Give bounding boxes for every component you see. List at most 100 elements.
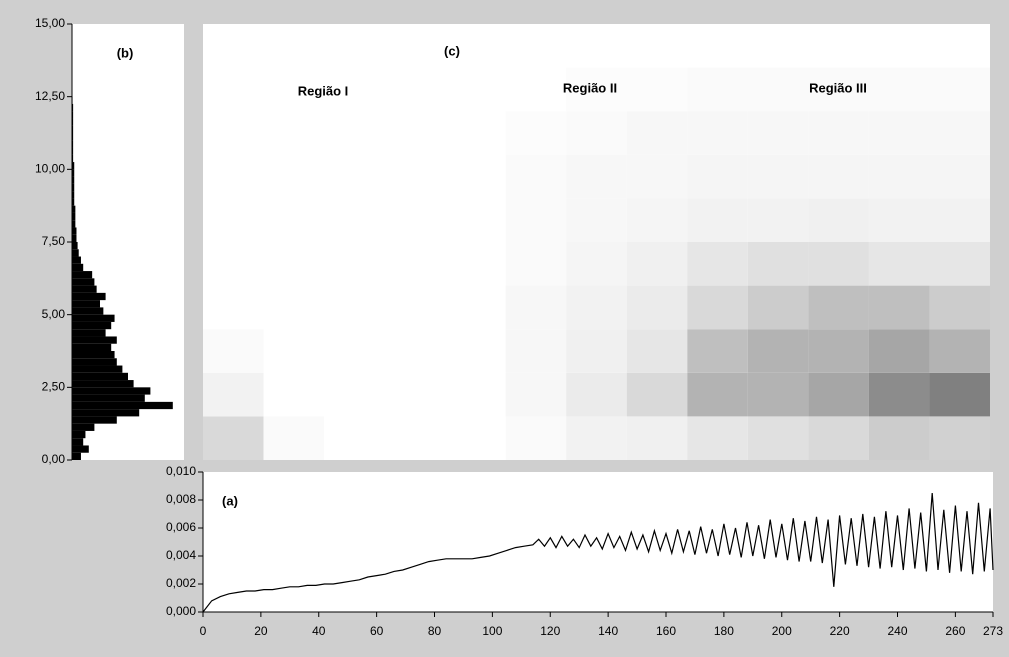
- bar: [72, 234, 77, 242]
- bar: [72, 416, 117, 424]
- bar: [72, 314, 115, 322]
- heat-cell: [324, 329, 385, 373]
- x-tick-label: 100: [482, 624, 502, 638]
- heat-cell: [566, 242, 627, 286]
- region-label: Região I: [298, 83, 349, 98]
- y-tick-label: 5,00: [42, 307, 66, 321]
- x-tick-label: 60: [370, 624, 384, 638]
- heat-cell: [203, 285, 264, 330]
- bar: [72, 227, 77, 235]
- heat-cell: [747, 154, 809, 199]
- bar: [72, 212, 76, 221]
- heat-cell: [626, 242, 688, 286]
- heat-cell: [505, 67, 567, 112]
- bar: [72, 140, 74, 148]
- heat-cell: [687, 372, 748, 417]
- heat-cell: [263, 67, 325, 112]
- x-tick-label: 260: [945, 624, 965, 638]
- heat-cell: [505, 24, 567, 68]
- bar: [72, 169, 75, 177]
- heat-cell: [263, 372, 325, 417]
- bar: [72, 365, 123, 373]
- bar: [72, 263, 84, 272]
- bar: [72, 430, 86, 439]
- bar: [72, 329, 106, 337]
- bar: [72, 162, 75, 170]
- bar: [72, 147, 74, 155]
- heat-cell: [566, 154, 627, 199]
- heat-cell: [626, 67, 688, 112]
- heat-cell: [687, 285, 748, 330]
- heat-cell: [445, 329, 506, 373]
- heat-cell: [324, 372, 385, 417]
- heat-cell: [808, 372, 869, 417]
- heat-cell: [626, 329, 688, 373]
- heat-cell: [687, 154, 748, 199]
- heat-cell: [808, 67, 869, 112]
- heat-cell: [747, 111, 809, 155]
- bar: [72, 278, 95, 286]
- heat-cell: [929, 67, 990, 112]
- heat-cell: [626, 154, 688, 199]
- heat-cell: [747, 416, 809, 460]
- heat-cell: [929, 111, 990, 155]
- y-tick-label: 0,000: [166, 604, 196, 618]
- heat-cell: [445, 416, 506, 460]
- panel-label: (b): [117, 45, 134, 60]
- heat-cell: [929, 285, 990, 330]
- marks: 0,00 2,50 5,00 7,50 10,00 12,50 15,00 0,000 0,00…: [35, 16, 1003, 638]
- heat-cell: [868, 67, 930, 112]
- heat-cell: [505, 285, 567, 330]
- bar: [72, 292, 106, 301]
- heat-cell: [808, 154, 869, 199]
- heat-cell: [263, 416, 325, 460]
- x-tick-label: 273: [983, 624, 1003, 638]
- bar: [72, 118, 74, 126]
- bar: [72, 423, 95, 431]
- line-series: [202, 492, 994, 613]
- heat-cell: [808, 198, 869, 242]
- heat-cell: [324, 285, 385, 330]
- heat-cell: [324, 198, 385, 242]
- bar: [72, 372, 128, 381]
- bar: [72, 111, 74, 119]
- heat-cell: [929, 242, 990, 286]
- heat-cell: [808, 242, 869, 286]
- x-tick-label: 40: [312, 624, 326, 638]
- bar: [72, 307, 104, 315]
- heat-cell: [868, 242, 930, 286]
- heat-cell: [566, 285, 627, 330]
- panel-label: (a): [222, 493, 238, 508]
- heat-cell: [808, 285, 869, 330]
- heat-cell: [203, 111, 264, 155]
- heat-cell: [747, 329, 809, 373]
- bar: [72, 380, 134, 388]
- bar: [72, 249, 79, 257]
- heat-cell: [384, 285, 446, 330]
- bar: [72, 336, 117, 344]
- heat-cell: [687, 67, 748, 112]
- bar: [72, 438, 84, 446]
- heat-cell: [505, 198, 567, 242]
- heat-cell: [929, 24, 990, 68]
- heat-cell: [505, 372, 567, 417]
- heat-cell: [626, 24, 688, 68]
- heat-cell: [687, 111, 748, 155]
- y-tick-label: 0,008: [166, 492, 196, 506]
- heat-cell: [445, 198, 506, 242]
- heat-cell: [445, 372, 506, 417]
- heat-cell: [263, 198, 325, 242]
- heat-cell: [566, 416, 627, 460]
- heat-cell: [566, 329, 627, 373]
- heat-cell: [626, 285, 688, 330]
- heat-cell: [384, 24, 446, 68]
- heat-cell: [445, 285, 506, 330]
- heat-cell: [324, 242, 385, 286]
- heat-cell: [868, 111, 930, 155]
- heat-cell: [505, 416, 567, 460]
- heat-cell: [203, 242, 264, 286]
- bar: [72, 300, 100, 308]
- heat-cell: [747, 372, 809, 417]
- heat-cell: [626, 416, 688, 460]
